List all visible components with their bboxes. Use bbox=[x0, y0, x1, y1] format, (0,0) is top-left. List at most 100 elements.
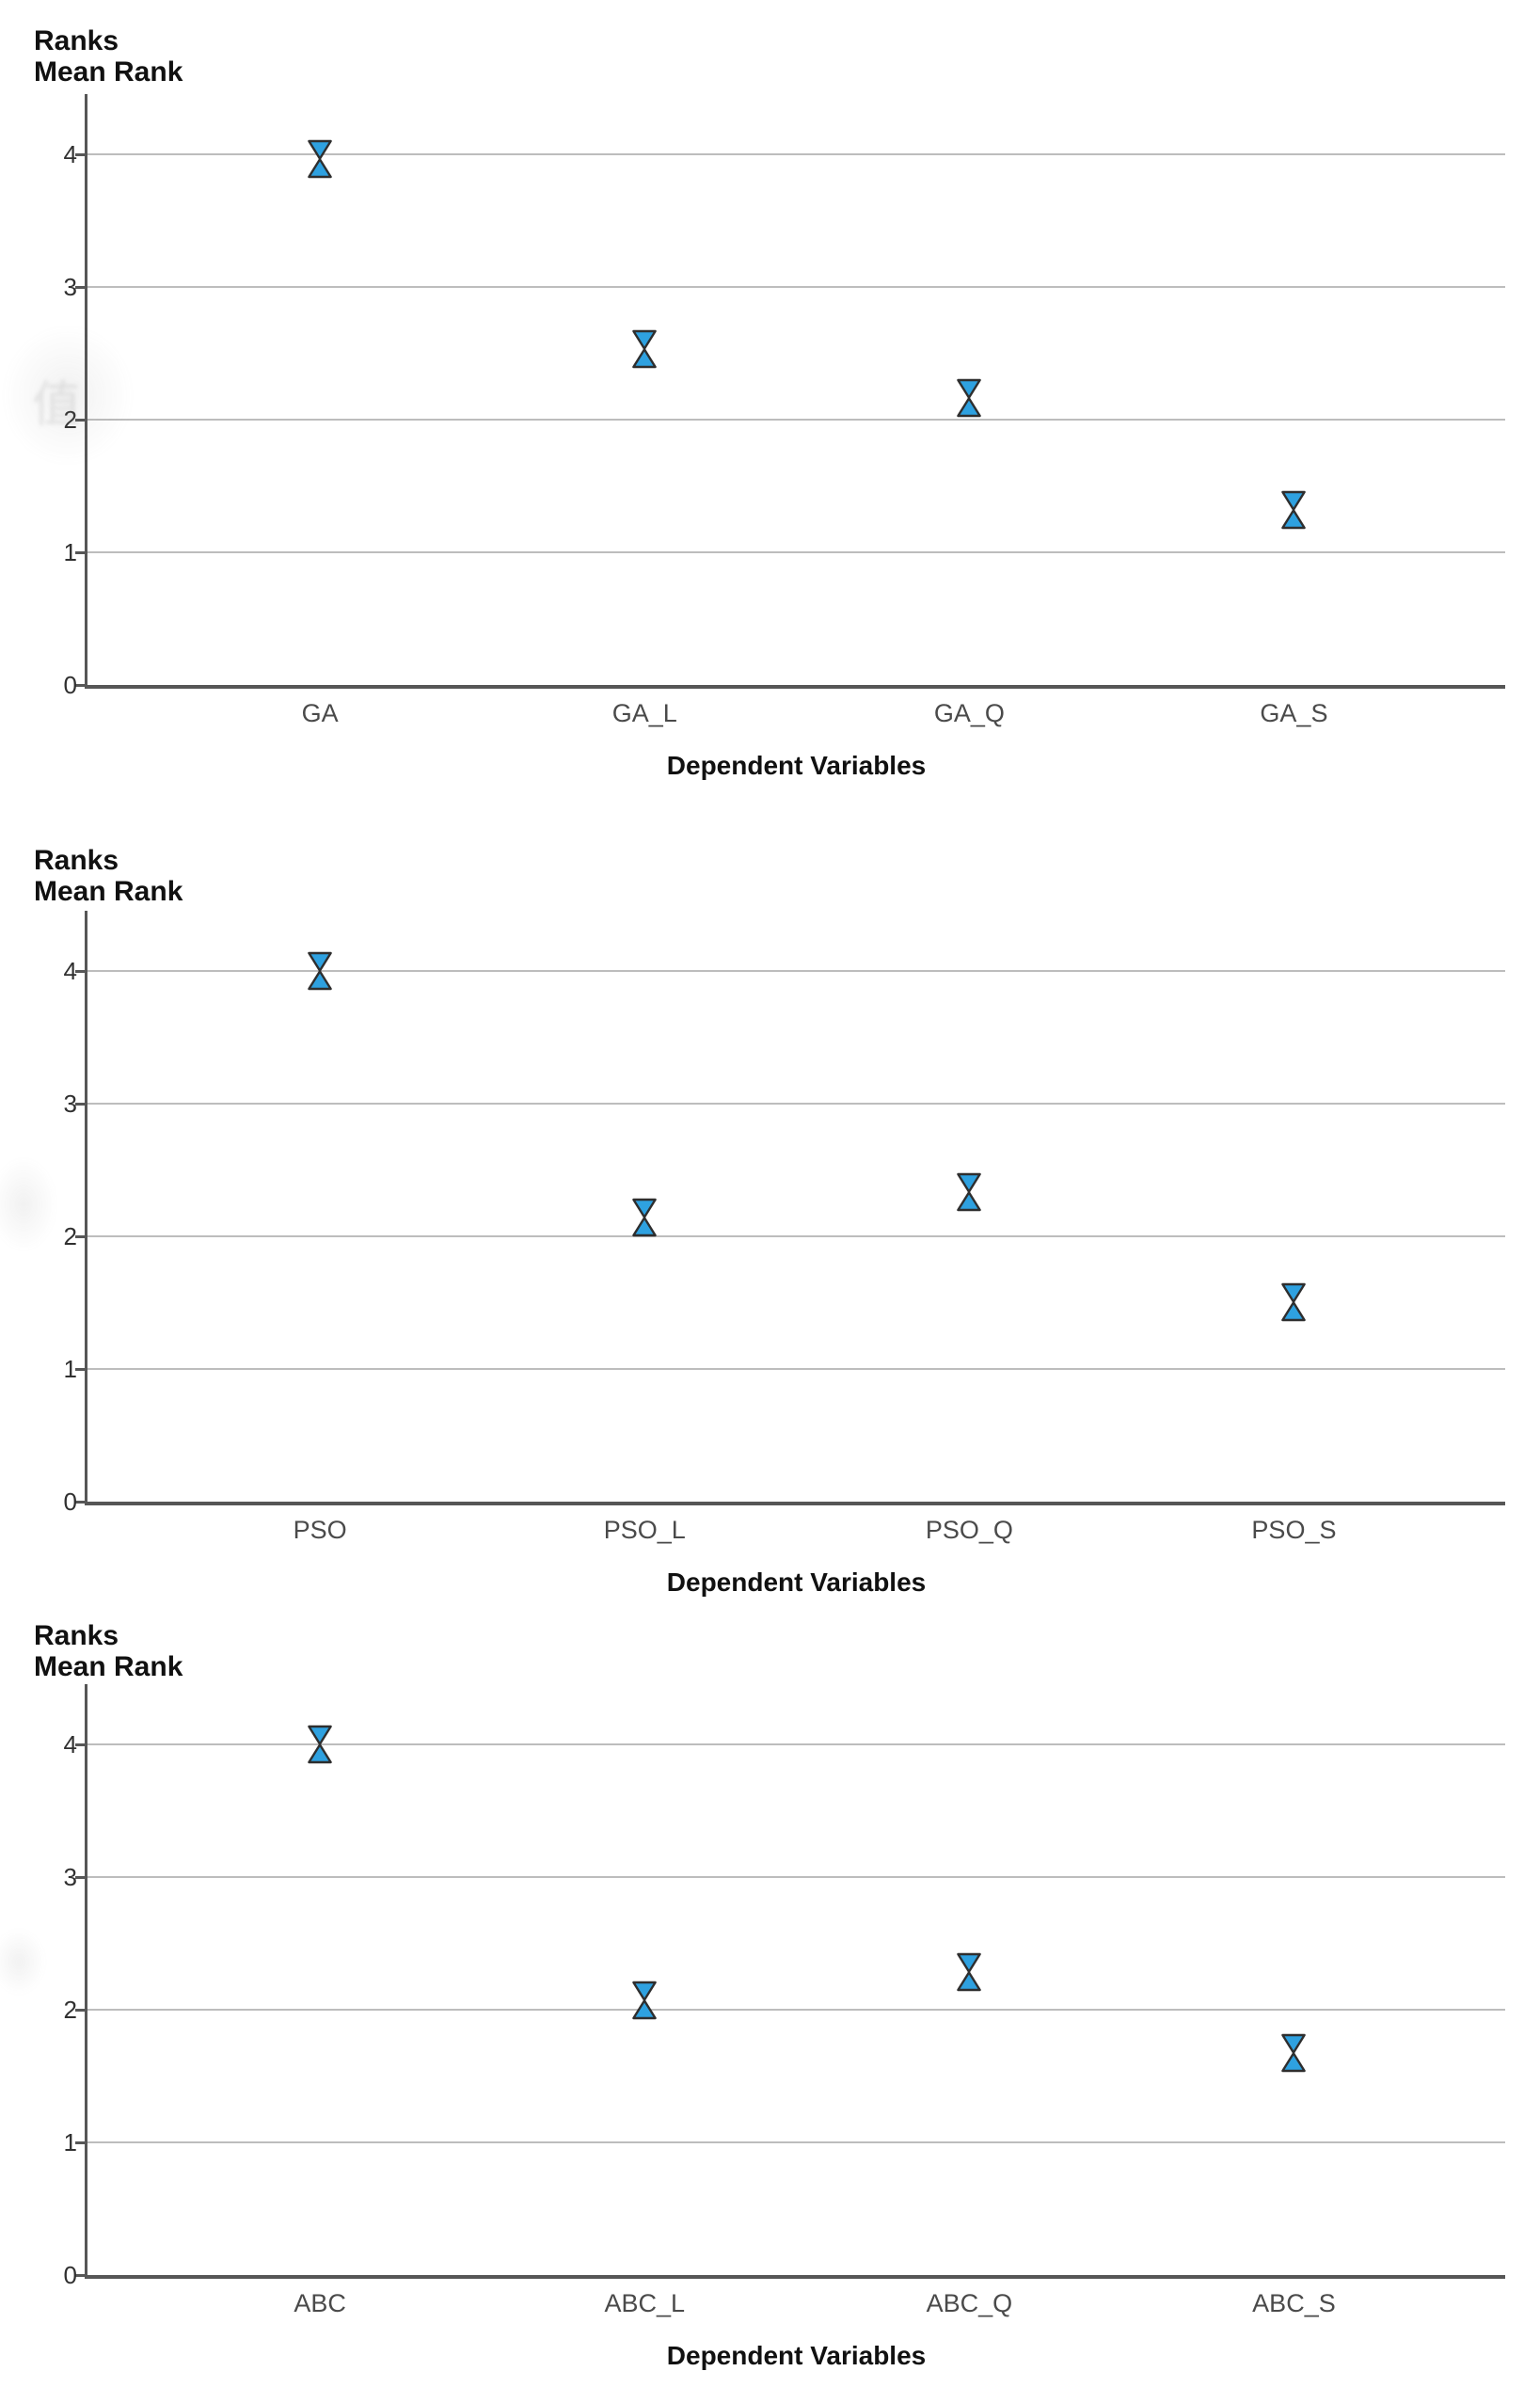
gridline bbox=[87, 152, 1505, 155]
marker-triangle bbox=[308, 158, 332, 179]
y-tick-label: 0 bbox=[63, 671, 77, 699]
x-axis-line bbox=[85, 1502, 1505, 1505]
y-tick-label: 3 bbox=[63, 1089, 77, 1118]
marker-triangle bbox=[1281, 490, 1307, 511]
x-category-label: ABC_S bbox=[1252, 2289, 1336, 2317]
y-axis-tick bbox=[75, 1501, 85, 1504]
marker-triangle bbox=[1281, 1283, 1307, 1304]
y-tick-label: 1 bbox=[63, 2127, 77, 2156]
gridline bbox=[87, 2140, 1505, 2143]
y-axis-tick bbox=[75, 1875, 85, 1879]
y-tick-label: 2 bbox=[63, 1995, 77, 2024]
gridline bbox=[87, 2008, 1505, 2011]
y-tick-label: 4 bbox=[63, 956, 77, 985]
x-category-label: PSO_S bbox=[1251, 1516, 1337, 1544]
chart-subtitle: Mean Rank bbox=[34, 876, 183, 907]
y-axis-tick bbox=[75, 2008, 85, 2012]
y-axis-tick bbox=[75, 1102, 85, 1106]
y-axis-tick bbox=[75, 969, 85, 973]
data-point-marker bbox=[632, 1981, 658, 2020]
gridline bbox=[87, 550, 1505, 553]
marker-triangle bbox=[632, 348, 658, 369]
data-point-marker bbox=[632, 1198, 658, 1237]
gridline bbox=[87, 418, 1505, 421]
x-axis-line bbox=[85, 685, 1505, 689]
x-axis-title: Dependent Variables bbox=[666, 751, 927, 780]
marker-triangle bbox=[632, 1217, 658, 1237]
marker-triangle bbox=[632, 1981, 658, 2001]
marker-triangle bbox=[957, 397, 982, 418]
data-point-marker bbox=[1281, 2034, 1307, 2073]
marker-triangle bbox=[957, 1953, 982, 1974]
x-category-label: ABC bbox=[294, 2289, 346, 2317]
x-axis-title: Dependent Variables bbox=[666, 2341, 927, 2370]
y-tick-label: 1 bbox=[63, 1354, 77, 1383]
chart-title: Ranks bbox=[34, 25, 119, 56]
x-category-label: PSO_L bbox=[603, 1516, 686, 1544]
data-point-marker bbox=[957, 378, 982, 418]
y-axis-tick bbox=[75, 285, 85, 289]
y-tick-label: 2 bbox=[63, 1221, 77, 1250]
y-tick-label: 3 bbox=[63, 1862, 77, 1891]
marker-triangle bbox=[632, 329, 658, 350]
chart-title: Ranks bbox=[34, 1620, 119, 1651]
data-point-marker bbox=[957, 1172, 982, 1212]
data-point-marker bbox=[957, 1953, 982, 1992]
data-point-marker bbox=[1281, 1283, 1307, 1322]
gridline bbox=[87, 1875, 1505, 1878]
x-category-label: PSO bbox=[293, 1516, 347, 1544]
x-category-label: GA_S bbox=[1260, 699, 1328, 727]
y-tick-label: 1 bbox=[63, 537, 77, 566]
marker-triangle bbox=[957, 1172, 982, 1193]
marker-triangle bbox=[1281, 2034, 1307, 2055]
y-axis-tick bbox=[75, 418, 85, 422]
gridline bbox=[87, 969, 1505, 972]
gridline bbox=[87, 1102, 1505, 1105]
data-point-marker bbox=[308, 951, 332, 990]
chart-subtitle: Mean Rank bbox=[34, 56, 183, 88]
y-axis-tick bbox=[75, 152, 85, 156]
y-axis-tick bbox=[75, 684, 85, 687]
y-axis-line bbox=[85, 1684, 87, 2279]
marker-triangle bbox=[1281, 2052, 1307, 2073]
marker-triangle bbox=[308, 969, 332, 990]
y-axis-tick bbox=[75, 1367, 85, 1371]
y-axis-line bbox=[85, 911, 87, 1505]
data-point-marker bbox=[308, 1725, 332, 1763]
gridline bbox=[87, 285, 1505, 288]
x-axis-title: Dependent Variables bbox=[666, 1567, 927, 1597]
y-axis-tick bbox=[75, 550, 85, 554]
gridline bbox=[87, 1367, 1505, 1370]
data-point-marker bbox=[632, 329, 658, 369]
x-category-label: GA_L bbox=[611, 699, 677, 727]
marker-triangle bbox=[957, 1971, 982, 1992]
chart-subtitle: Mean Rank bbox=[34, 1651, 183, 1682]
marker-triangle bbox=[632, 1198, 658, 1218]
marker-triangle bbox=[308, 139, 332, 160]
x-category-label: GA_Q bbox=[933, 699, 1005, 727]
y-axis-tick bbox=[75, 2140, 85, 2144]
x-category-label: PSO_Q bbox=[925, 1516, 1013, 1544]
y-axis-line bbox=[85, 94, 87, 689]
data-point-marker bbox=[308, 139, 332, 179]
y-axis-tick bbox=[75, 1234, 85, 1238]
y-tick-label: 3 bbox=[63, 272, 77, 301]
x-category-label: GA bbox=[301, 699, 339, 727]
gridline bbox=[87, 1234, 1505, 1237]
marker-triangle bbox=[308, 1725, 332, 1745]
y-tick-label: 0 bbox=[63, 2261, 77, 2289]
chart-title: Ranks bbox=[34, 845, 119, 876]
y-tick-label: 0 bbox=[63, 1488, 77, 1516]
y-tick-label: 2 bbox=[63, 405, 77, 434]
y-axis-tick bbox=[75, 1743, 85, 1746]
data-point-marker bbox=[1281, 490, 1307, 529]
marker-triangle bbox=[1281, 1301, 1307, 1322]
marker-triangle bbox=[632, 1999, 658, 2020]
marker-triangle bbox=[308, 1743, 332, 1763]
marker-triangle bbox=[957, 1191, 982, 1212]
gridline bbox=[87, 1743, 1505, 1745]
